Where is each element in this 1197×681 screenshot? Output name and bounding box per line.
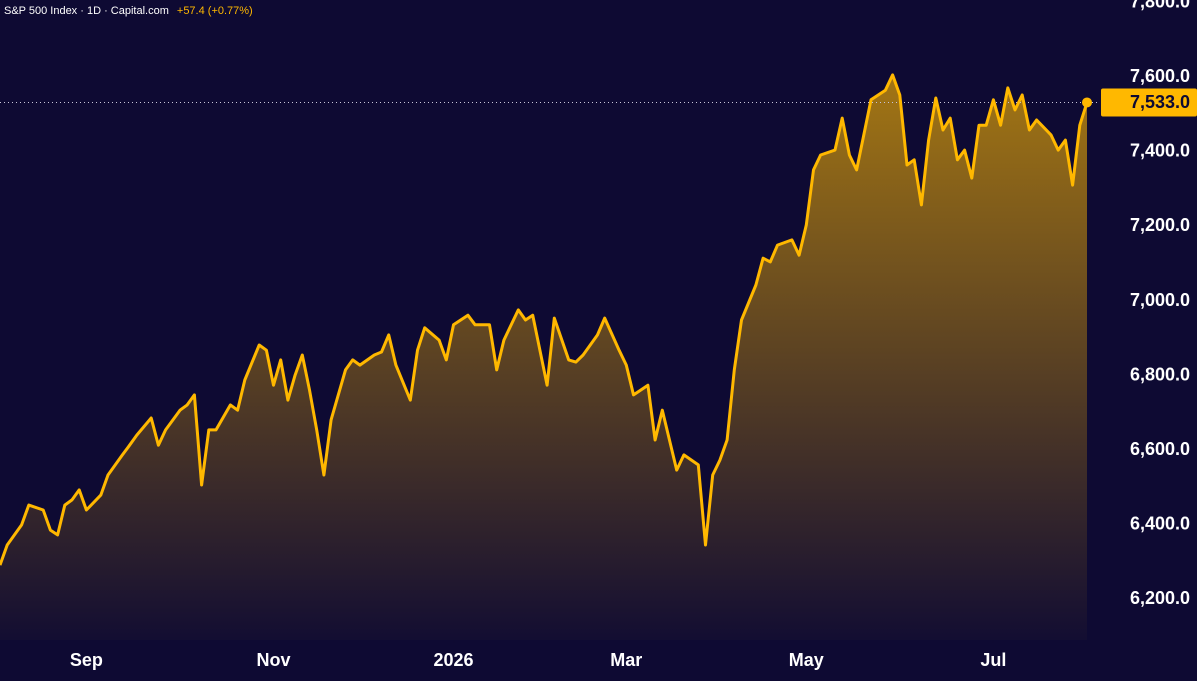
x-tick-label: May (789, 650, 824, 670)
x-tick-label: 2026 (433, 650, 473, 670)
chart-title: S&P 500 Index · 1D · Capital.com (4, 5, 169, 17)
price-label-box (1101, 88, 1197, 117)
chart-subtitle: +57.4 (+0.77%) (177, 5, 253, 17)
x-tick-label: Sep (70, 650, 103, 670)
line (0, 73, 1089, 566)
x-tick-label: Mar (610, 650, 642, 670)
price-label: 7,533.0 (1130, 92, 1190, 112)
y-tick-label: 7,600.0 (1130, 66, 1190, 86)
y-tick-label: 7,200.0 (1130, 215, 1190, 235)
last-point (1082, 97, 1092, 108)
y-tick-label: 7,000.0 (1130, 290, 1190, 310)
x-tick-label: Jul (980, 650, 1006, 670)
y-tick-label: 6,600.0 (1130, 439, 1190, 459)
x-tick-label: Nov (257, 650, 291, 670)
y-tick-label: 6,800.0 (1130, 364, 1190, 384)
area (0, 74, 1087, 640)
y-tick-label: 7,400.0 (1130, 141, 1190, 161)
y-tick-label: 6,400.0 (1130, 513, 1190, 533)
y-tick-label: 6,200.0 (1130, 588, 1190, 608)
y-tick-label: 7,800.0 (1130, 0, 1190, 12)
